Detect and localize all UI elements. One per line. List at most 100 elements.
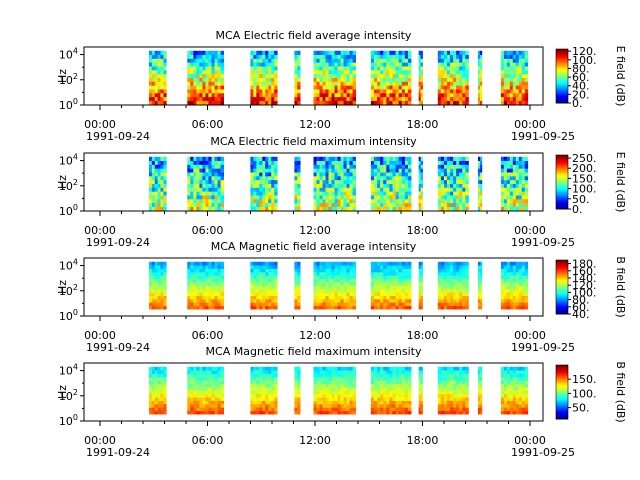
spectrogram-cell <box>271 85 275 90</box>
spectrogram-cell <box>407 265 412 269</box>
spectrogram-cell <box>262 282 266 286</box>
spectrogram-cell <box>151 271 156 276</box>
spectrogram-cell <box>294 403 298 408</box>
spectrogram-cell <box>349 164 353 169</box>
spectrogram-cell <box>500 305 505 310</box>
spectrogram-cell <box>319 195 323 200</box>
spectrogram-cell <box>477 288 481 293</box>
spectrogram-cell <box>331 160 335 165</box>
spectrogram-cell <box>500 183 505 188</box>
colorbar-tick-label: 40. <box>572 308 590 321</box>
spectrogram-cell <box>214 298 218 303</box>
spectrogram-cell <box>259 261 263 266</box>
spectrogram-cell <box>420 393 423 398</box>
spectrogram-cell <box>377 206 381 211</box>
spectrogram-cell <box>187 268 191 273</box>
spectrogram-cell <box>386 195 390 200</box>
spectrogram-cell <box>456 202 460 207</box>
spectrogram-cell <box>217 268 221 273</box>
spectrogram-cell <box>515 271 520 276</box>
spectrogram-cell <box>208 172 212 177</box>
spectrogram-cell <box>253 305 257 310</box>
spectrogram-cell <box>443 302 448 307</box>
spectrogram-cell <box>334 387 338 391</box>
spectrogram-cell <box>151 69 156 75</box>
y-tick-label: 104 <box>59 258 78 273</box>
spectrogram-cell <box>190 400 194 405</box>
spectrogram-cell <box>271 179 275 184</box>
spectrogram-cell <box>337 187 341 192</box>
colorbar-label: E field (dB) <box>614 152 627 213</box>
spectrogram-cell <box>459 288 463 293</box>
spectrogram-cell <box>343 268 347 273</box>
spectrogram-cell <box>271 54 275 59</box>
spectrogram-cell <box>217 202 221 207</box>
spectrogram-cell <box>196 268 200 273</box>
spectrogram-cell <box>151 73 156 78</box>
colorbar-frame <box>555 259 569 315</box>
spectrogram-cell <box>459 77 463 82</box>
spectrogram-cell <box>334 295 338 300</box>
spectrogram-cell <box>340 66 344 71</box>
spectrogram-cell <box>211 164 215 169</box>
spectrogram-cell <box>160 403 164 408</box>
spectrogram-cell <box>443 397 448 401</box>
spectrogram-cell <box>459 172 463 177</box>
colorbar-cell <box>556 194 568 196</box>
spectrogram-cell <box>322 172 326 177</box>
spectrogram-cell <box>205 370 209 374</box>
spectrogram-cell <box>418 66 421 71</box>
spectrogram-cell <box>340 206 344 211</box>
spectrogram-cell <box>160 410 164 415</box>
spectrogram-cell <box>450 298 454 303</box>
spectrogram-cell <box>407 206 412 211</box>
spectrogram-cell <box>398 92 403 98</box>
spectrogram-cell <box>154 271 159 276</box>
spectrogram-cell <box>322 183 326 188</box>
spectrogram-cell <box>401 77 406 82</box>
colorbar-tick-label: 140. <box>572 272 597 285</box>
spectrogram-cell <box>503 202 508 207</box>
spectrogram-cell <box>274 387 278 391</box>
spectrogram-cell <box>346 156 350 162</box>
spectrogram-cell <box>199 77 203 82</box>
colorbar-tick-label: 150. <box>572 373 597 386</box>
spectrogram-cell <box>383 305 387 310</box>
spectrogram-cell <box>515 179 520 184</box>
spectrogram-cell <box>157 268 161 273</box>
spectrogram-cell <box>202 73 206 78</box>
spectrogram-cell <box>500 164 505 169</box>
spectrogram-cell <box>506 407 511 412</box>
spectrogram-cell <box>453 393 457 398</box>
spectrogram-cell <box>331 62 335 67</box>
spectrogram-cell <box>196 50 200 56</box>
spectrogram-cell <box>450 271 454 276</box>
spectrogram-cell <box>389 292 393 296</box>
spectrogram-cell <box>316 288 320 293</box>
spectrogram-cell <box>437 62 442 67</box>
spectrogram-cell <box>401 407 406 412</box>
spectrogram-cell <box>340 278 344 283</box>
spectrogram-cell <box>370 278 375 283</box>
spectrogram-cell <box>346 168 350 173</box>
spectrogram-cell <box>297 265 301 269</box>
spectrogram-cell <box>256 85 260 90</box>
spectrogram-cell <box>334 268 338 273</box>
spectrogram-cell <box>524 164 529 169</box>
spectrogram-cell <box>334 206 338 211</box>
spectrogram-cell <box>456 265 460 269</box>
spectrogram-cell <box>392 288 396 293</box>
spectrogram-cell <box>259 387 263 391</box>
spectrogram-cell <box>446 54 451 59</box>
spectrogram-cell <box>346 305 350 310</box>
colorbar-cell <box>556 196 568 199</box>
spectrogram-cell <box>420 407 423 412</box>
spectrogram-cell <box>256 92 260 98</box>
spectrogram-cell <box>440 73 445 78</box>
spectrogram-cell <box>193 397 197 401</box>
spectrogram-cell <box>340 275 344 280</box>
spectrogram-cell <box>479 275 483 280</box>
spectrogram-cell <box>521 77 526 82</box>
spectrogram-cell <box>268 179 272 184</box>
spectrogram-cell <box>386 393 390 398</box>
